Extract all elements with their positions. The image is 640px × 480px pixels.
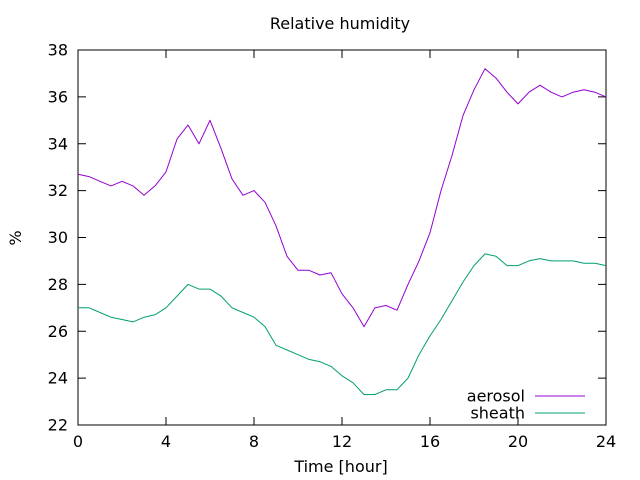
y-axis-label: %: [6, 230, 25, 245]
x-tick-label: 8: [249, 432, 259, 451]
y-axis: 22 24 26 28 30 32 34 36 38: [48, 41, 606, 435]
y-tick-label: 34: [48, 134, 68, 153]
y-tick-label: 30: [48, 228, 68, 247]
x-tick-label: 20: [508, 432, 528, 451]
x-tick-label: 0: [73, 432, 83, 451]
x-axis-label: Time [hour]: [293, 457, 387, 476]
y-tick-label: 26: [48, 322, 68, 341]
series-line-sheath: [78, 253, 607, 395]
x-axis: 0 4 8 12 16 20 24: [73, 50, 616, 451]
x-tick-label: 24: [596, 432, 616, 451]
legend-label-sheath: sheath: [470, 404, 525, 423]
series-line-aerosol: [77, 68, 607, 328]
x-tick-label: 12: [332, 432, 352, 451]
plot-frame: [77, 49, 607, 426]
x-tick-label: 16: [420, 432, 440, 451]
y-tick-label: 22: [48, 416, 68, 435]
y-tick-label: 28: [48, 275, 68, 294]
x-tick-label: 4: [161, 432, 171, 451]
series-lines: [77, 68, 607, 395]
y-tick-label: 36: [48, 87, 68, 106]
y-tick-label: 38: [48, 41, 68, 60]
legend-label-aerosol: aerosol: [467, 387, 525, 406]
y-tick-label: 24: [48, 369, 68, 388]
y-tick-label: 32: [48, 181, 68, 200]
chart-title: Relative humidity: [270, 14, 410, 33]
